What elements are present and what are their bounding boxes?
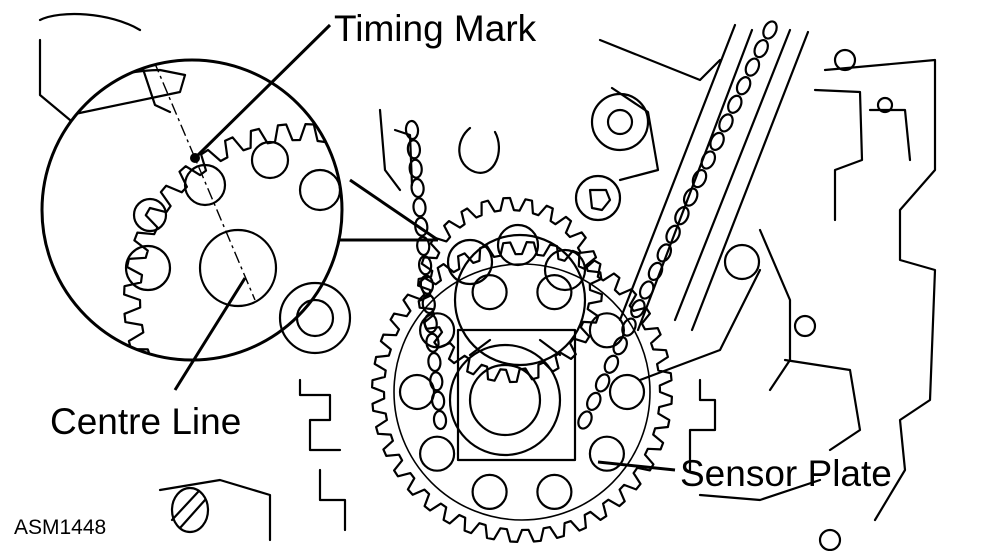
- chain-link: [753, 38, 769, 59]
- camshaft-sprocket: [417, 196, 603, 384]
- timing-chain-right-run: [577, 20, 778, 430]
- sensor-plate: [371, 241, 673, 543]
- sensor-plate-hole: [536, 473, 573, 510]
- chain-link: [421, 293, 436, 315]
- cylinder-head-outline: [723, 48, 937, 551]
- chain-link: [647, 261, 664, 282]
- centre-line-label: Centre Line: [50, 401, 242, 442]
- chain-link: [410, 177, 425, 199]
- sensor-plate-hole: [471, 473, 508, 510]
- chain-link: [594, 373, 611, 393]
- sensor-plate-leader: [597, 460, 676, 472]
- sensor-plate-hole: [588, 435, 626, 472]
- crankshaft-hub: [448, 328, 577, 462]
- chain-link: [735, 76, 752, 96]
- chain-link: [638, 280, 655, 300]
- chain-link: [727, 94, 743, 114]
- chain-link: [577, 410, 593, 430]
- sensor-plate-hole: [536, 274, 573, 311]
- chain-link: [744, 57, 761, 77]
- chain-link: [665, 224, 681, 244]
- sensor-plate-hole: [608, 373, 646, 411]
- chain-link: [427, 351, 442, 373]
- chain-link: [586, 391, 602, 412]
- chain-link: [674, 206, 690, 226]
- chain-link: [414, 216, 429, 237]
- centre-line-leader: [173, 277, 247, 391]
- sensor-plate-hole: [588, 312, 626, 349]
- chain-link: [700, 150, 717, 170]
- chain-link: [404, 119, 420, 141]
- sensor-plate-label: Sensor Plate: [680, 453, 892, 494]
- chain-link: [406, 139, 422, 160]
- chain-link: [709, 131, 725, 152]
- figure-code: ASM1448: [14, 516, 107, 539]
- chain-link: [432, 409, 448, 431]
- timing-mark-leader: [193, 23, 332, 160]
- sensor-plate-hole: [419, 312, 456, 349]
- chain-link: [691, 168, 708, 189]
- chain-link: [425, 332, 440, 353]
- chain-link: [603, 354, 620, 374]
- chain-guide: [618, 23, 810, 382]
- chain-link: [718, 113, 734, 133]
- sensor-plate-hole: [471, 274, 508, 311]
- chain-link: [630, 298, 646, 319]
- chain-link: [612, 336, 628, 356]
- chain-link: [682, 187, 699, 207]
- chain-link: [408, 158, 423, 179]
- chain-link: [762, 20, 778, 40]
- timing-mark-label: Timing Mark: [334, 8, 537, 49]
- sensor-plate-hole: [398, 373, 436, 411]
- chain-link: [656, 243, 673, 263]
- chain-link: [412, 197, 427, 218]
- sensor-plate-hole: [419, 435, 456, 472]
- chain-link: [416, 235, 431, 257]
